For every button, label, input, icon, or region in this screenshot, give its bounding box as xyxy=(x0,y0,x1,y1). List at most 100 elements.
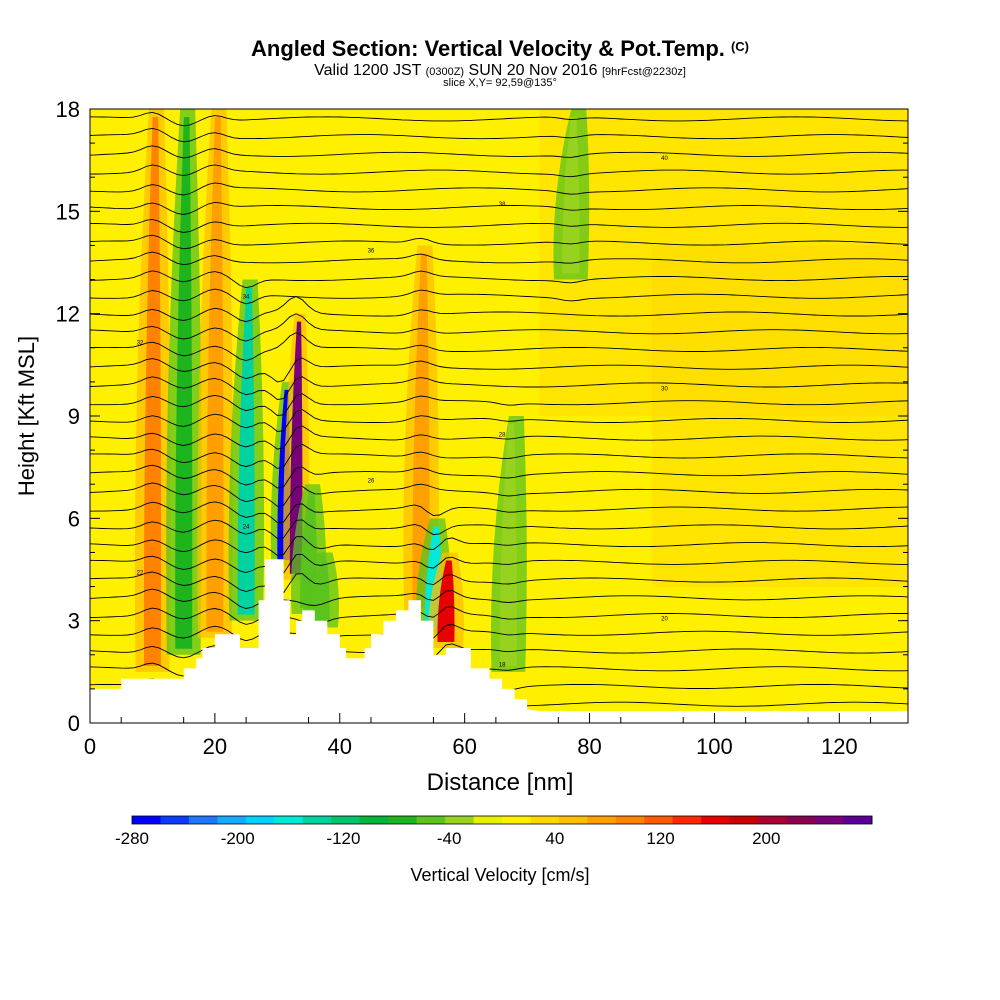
colorbar-segment xyxy=(644,816,674,824)
colorbar-frame xyxy=(131,815,873,825)
chart-subtitle: Valid 1200 JST (0300Z) SUN 20 Nov 2016 [… xyxy=(0,62,1000,80)
isentrope-line xyxy=(90,218,908,233)
isentropes: 40 38 36 34 32 30 28 26 24 22 20 18 xyxy=(90,111,908,707)
y-tick-label: 15 xyxy=(56,199,80,224)
velocity-band-core xyxy=(437,560,455,642)
x-axis-label: Distance [nm] xyxy=(427,769,574,796)
colorbar-segment xyxy=(217,816,247,824)
isentrope-line xyxy=(90,201,908,215)
isentrope-label: 38 xyxy=(499,202,506,208)
y-tick-label: 12 xyxy=(56,302,80,327)
isentrope-line xyxy=(90,519,908,539)
isentrope-line xyxy=(90,501,908,523)
isentrope-label: 32 xyxy=(137,340,144,346)
colorbar-segment xyxy=(786,816,816,824)
colorbar-segment xyxy=(132,816,161,824)
colorbar-segment xyxy=(473,816,503,824)
isentrope-line xyxy=(90,425,908,450)
colorbar-segment xyxy=(615,816,645,824)
isentrope-line xyxy=(90,606,908,625)
isentrope-line xyxy=(90,409,908,432)
colorbar-tick-label: 40 xyxy=(545,829,564,848)
isentrope-label: 24 xyxy=(243,525,250,531)
isentrope-line xyxy=(90,536,908,556)
isentrope-label: 30 xyxy=(661,386,668,392)
isentrope-line xyxy=(90,357,908,383)
colorbar-segment xyxy=(502,816,531,824)
x-tick-label: 100 xyxy=(696,734,733,759)
y-tick-label: 3 xyxy=(68,609,80,634)
colorbar: -280 -200 -120 -40 40 120 200 xyxy=(115,815,873,848)
terrain xyxy=(90,559,908,723)
forecast-info: [9hrFcst@2230z] xyxy=(601,66,686,78)
velocity-band-core xyxy=(143,117,162,666)
isentrope-label: 22 xyxy=(137,571,144,577)
isentrope-line xyxy=(90,288,908,305)
isentrope-label: 36 xyxy=(368,248,375,254)
copyright-mark: (C) xyxy=(730,39,749,54)
isentrope-line xyxy=(90,553,908,575)
isentrope-line xyxy=(90,145,908,159)
isentrope-line xyxy=(90,464,908,489)
y-tick-label: 18 xyxy=(56,97,80,122)
slice-info: slice X,Y= 92,59@135° xyxy=(443,77,557,89)
x-tick-label: 60 xyxy=(452,734,476,759)
isentrope-line xyxy=(90,234,908,250)
colorbar-segment xyxy=(530,816,560,824)
y-axis-label: Height [Kft MSL] xyxy=(14,336,39,496)
isentrope-line xyxy=(90,270,908,289)
y-tick-label: 0 xyxy=(68,711,80,736)
isentrope-line xyxy=(90,164,908,178)
y-tick-label: 9 xyxy=(68,404,80,429)
isentrope-line xyxy=(90,127,908,143)
isentrope-line xyxy=(90,588,908,609)
colorbar-tick-label: -200 xyxy=(221,829,255,848)
colorbar-tick-label: -40 xyxy=(437,829,462,848)
colorbar-label: Vertical Velocity [cm/s] xyxy=(410,865,589,885)
colorbar-segment xyxy=(445,816,475,824)
colorbar-segment xyxy=(245,816,275,824)
isentrope-line xyxy=(90,332,908,361)
colorbar-segment xyxy=(331,816,361,824)
colorbar-tick-label: -280 xyxy=(115,829,149,848)
weak-ascent-region xyxy=(651,245,908,587)
velocity-band-core xyxy=(562,117,580,274)
isentrope-label: 18 xyxy=(499,663,506,669)
colorbar-segment xyxy=(302,816,332,824)
isentrope-label: 34 xyxy=(243,294,250,300)
isentrope-line xyxy=(90,182,908,196)
isentrope-line xyxy=(90,295,908,323)
isentrope-line xyxy=(90,571,908,595)
colorbar-segment xyxy=(359,816,389,824)
isentrope-label: 28 xyxy=(499,432,506,438)
ground xyxy=(90,711,908,723)
isentrope-label: 26 xyxy=(368,479,375,485)
colorbar-tick-label: -120 xyxy=(326,829,360,848)
valid-time: Valid 1200 JST xyxy=(314,62,422,79)
colorbar-tick-label: 120 xyxy=(646,829,674,848)
isentrope-line xyxy=(90,313,908,342)
colorbar-segment xyxy=(672,816,702,824)
velocity-band-core xyxy=(175,117,193,649)
isentrope-line xyxy=(90,482,908,507)
velocity-band-core xyxy=(312,560,330,622)
isentrope-label: 40 xyxy=(661,156,668,162)
colorbar-segment xyxy=(701,816,731,824)
x-tick-label: 20 xyxy=(203,734,227,759)
colorbar-segment xyxy=(416,816,446,824)
colorbar-segment xyxy=(587,816,617,824)
chart-title-text: Angled Section: Vertical Velocity & Pot.… xyxy=(251,36,725,61)
isentrope-line xyxy=(90,623,908,642)
x-tick-label: 80 xyxy=(577,734,601,759)
colorbar-segment xyxy=(274,816,304,824)
isentrope-line xyxy=(90,393,908,416)
x-tick-label: 0 xyxy=(84,734,96,759)
colorbar-segment xyxy=(729,816,759,824)
colorbar-segment xyxy=(558,816,588,824)
isentrope-line xyxy=(90,111,908,127)
x-tick-label: 40 xyxy=(328,734,352,759)
isentrope-line xyxy=(90,443,908,469)
colorbar-segment xyxy=(388,816,418,824)
